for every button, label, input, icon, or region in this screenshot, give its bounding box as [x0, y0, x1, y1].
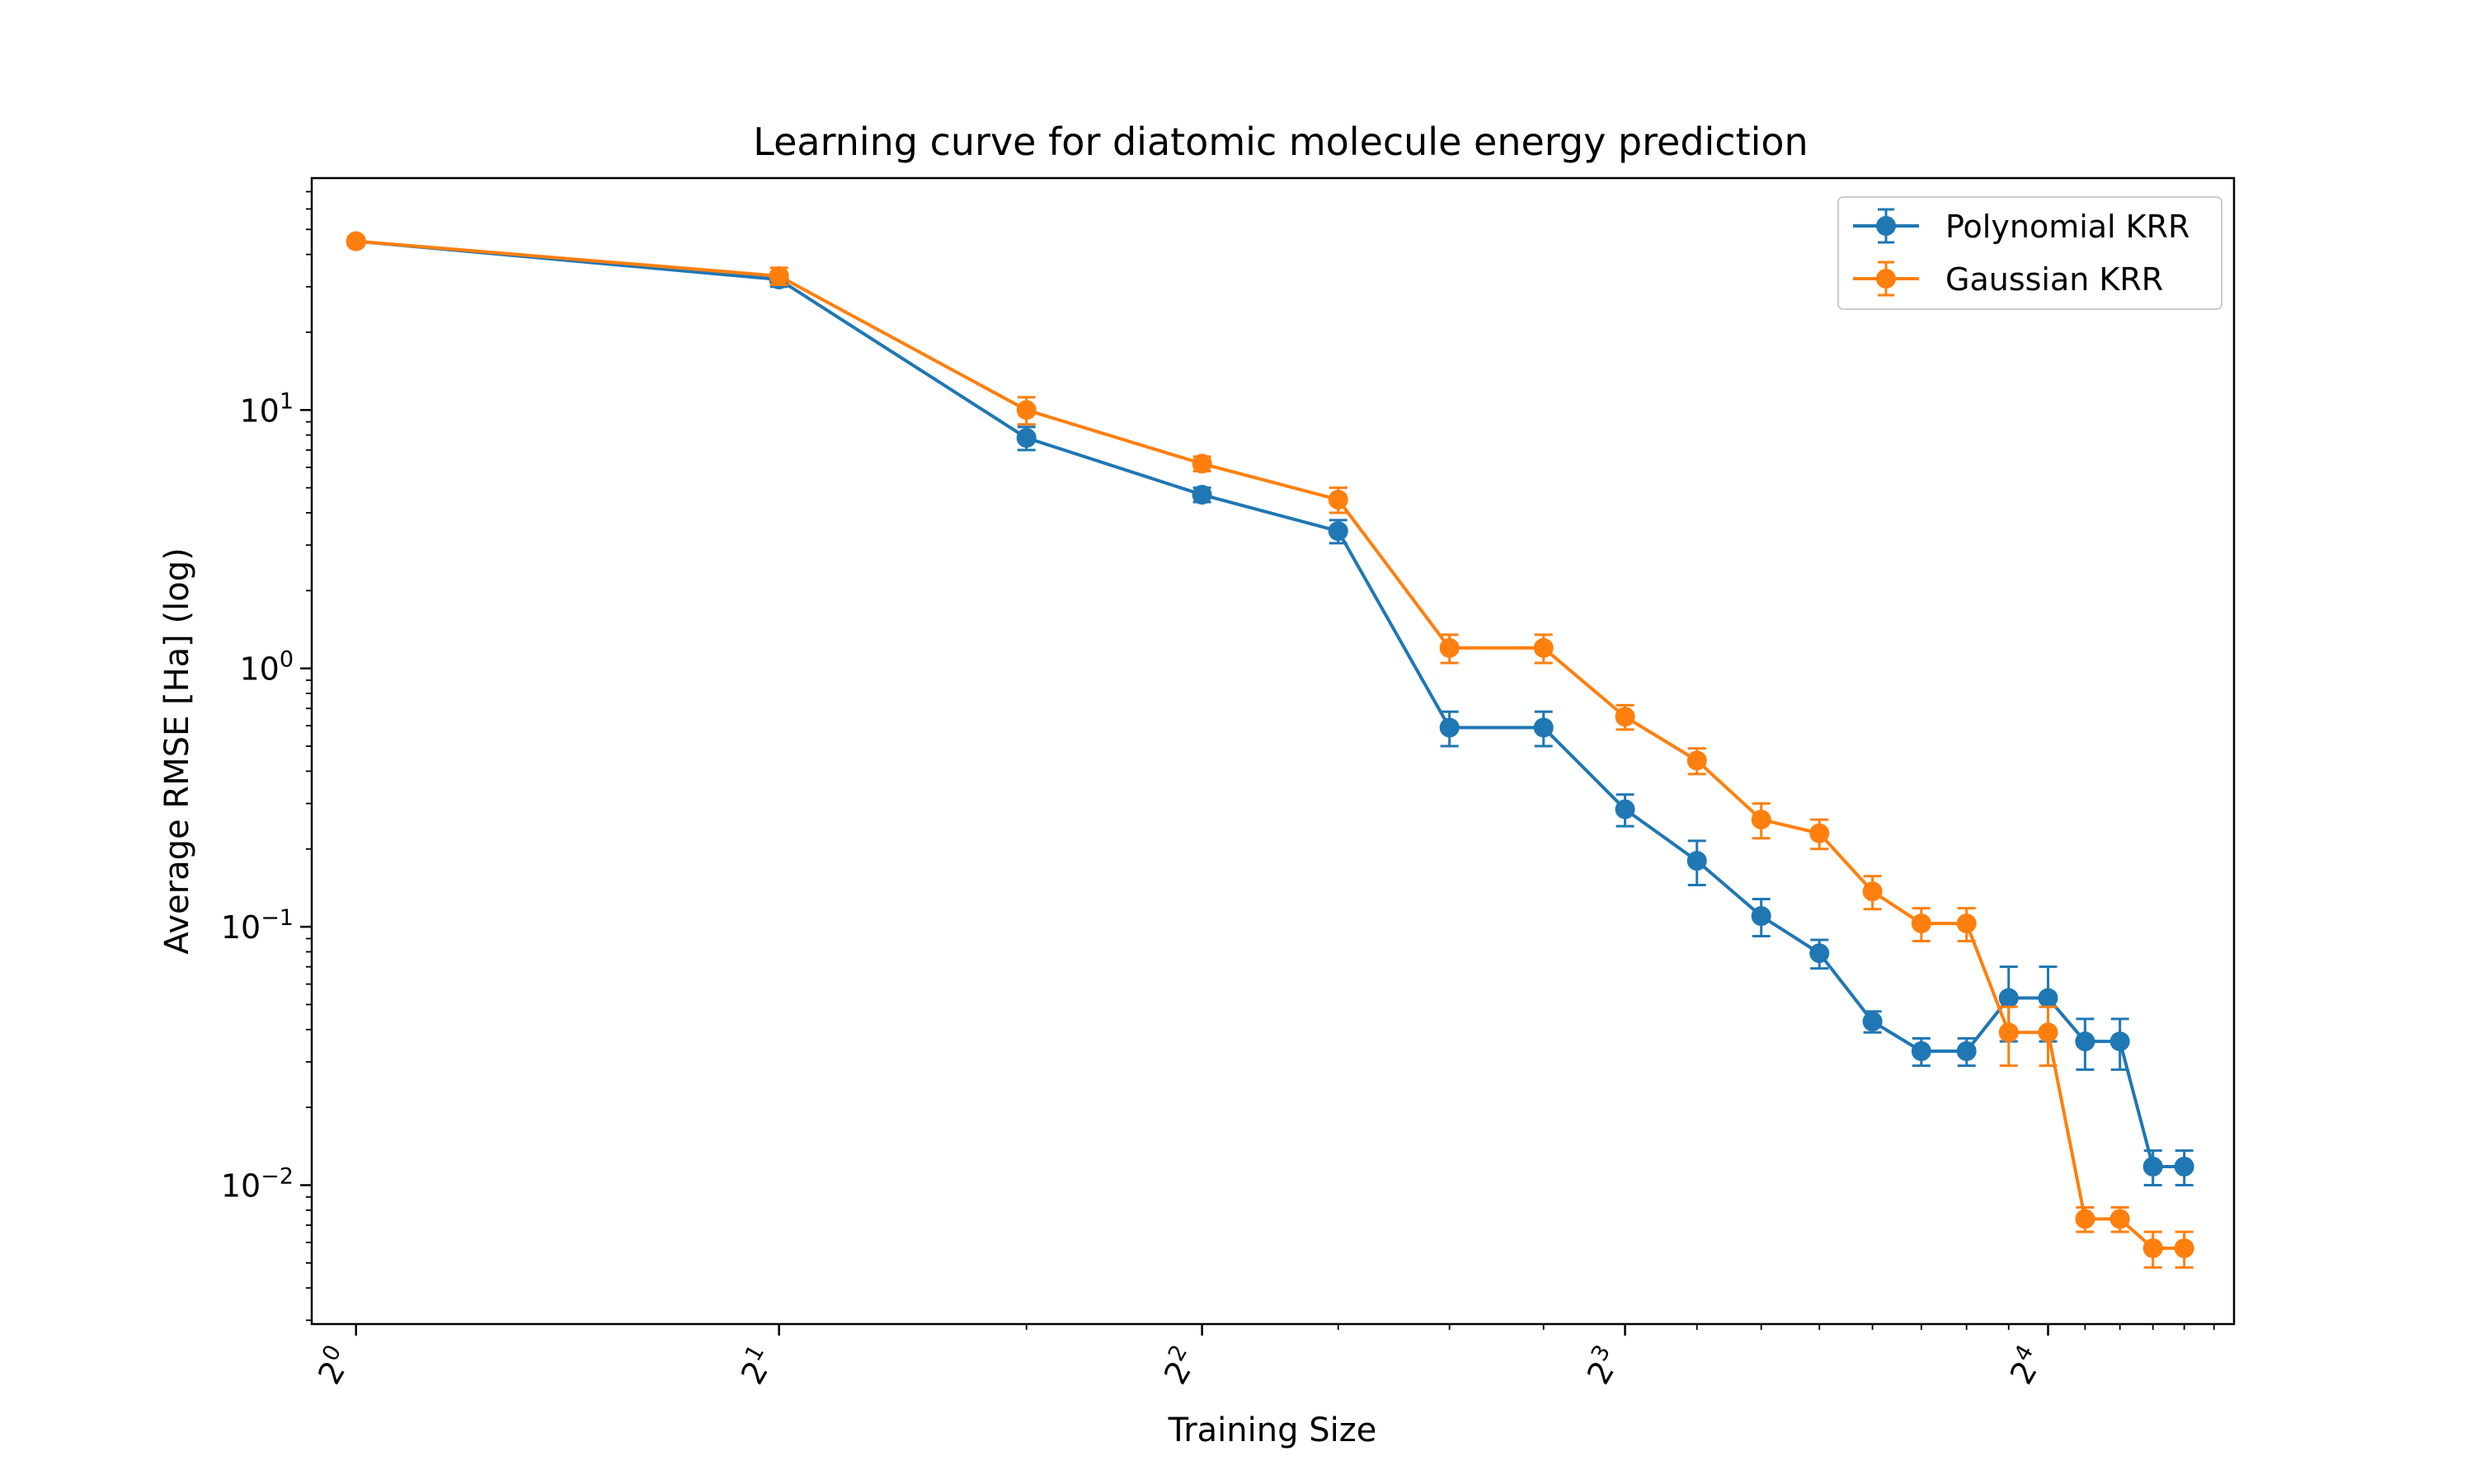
legend-label: Polynomial KRR	[1945, 209, 2189, 245]
data-point	[2142, 1238, 2163, 1259]
series	[346, 231, 2194, 1187]
data-point	[1956, 913, 1977, 934]
data-point	[1533, 637, 1554, 658]
data-point	[2075, 1031, 2095, 1052]
data-point	[1439, 717, 1460, 738]
data-point	[1686, 851, 1707, 871]
plot-frame	[310, 176, 2236, 1326]
data-point	[1328, 489, 1348, 510]
series-line	[355, 239, 2185, 1251]
data-point	[1328, 521, 1348, 542]
data-point	[1192, 453, 1212, 474]
legend: Polynomial KRR Gaussian KRR	[1837, 196, 2222, 310]
x-axis-label: Training Size	[1168, 1411, 1377, 1449]
legend-label: Gaussian KRR	[1945, 261, 2163, 298]
data-point	[1439, 637, 1460, 658]
legend-marker	[1876, 269, 1896, 289]
data-point	[1862, 1011, 1883, 1031]
y-tick-label: 10−1	[221, 905, 294, 946]
data-point	[2109, 1031, 2130, 1052]
y-tick-label: 100	[239, 647, 294, 688]
x-tick-label: 20	[308, 1341, 360, 1390]
plot-marks	[346, 231, 2194, 1269]
y-axis-label: Average RMSE [Ha] (log)	[158, 547, 196, 954]
y-tick-label: 10−2	[221, 1164, 294, 1205]
data-point	[1809, 943, 1830, 964]
legend-box	[1837, 196, 2222, 310]
data-point	[2109, 1209, 2130, 1229]
data-point	[769, 265, 789, 286]
data-point	[1533, 717, 1554, 738]
data-point	[2174, 1238, 2194, 1259]
data-point	[1998, 988, 2019, 1008]
chart-title: Learning curve for diatomic molecule ene…	[753, 120, 1808, 164]
data-point	[1862, 881, 1883, 902]
data-point	[1809, 823, 1830, 843]
data-point	[2038, 988, 2058, 1008]
data-point	[1956, 1041, 1977, 1062]
data-point	[2142, 1156, 2163, 1176]
series	[346, 231, 2194, 1269]
data-point	[2174, 1156, 2194, 1176]
data-point	[2038, 1022, 2058, 1043]
data-point	[1911, 913, 1931, 934]
data-point	[1751, 810, 1771, 830]
data-point	[1016, 400, 1037, 420]
data-point	[1751, 906, 1771, 927]
data-point	[1911, 1041, 1931, 1062]
data-point	[1615, 707, 1635, 727]
data-point	[1686, 750, 1707, 771]
data-point	[1998, 1022, 2019, 1043]
data-point	[1192, 485, 1212, 505]
y-tick-label: 101	[239, 388, 294, 429]
data-point	[1615, 799, 1635, 819]
legend-marker	[1876, 216, 1896, 236]
data-point	[346, 231, 366, 251]
data-point	[2075, 1209, 2095, 1229]
data-point	[1016, 428, 1037, 448]
